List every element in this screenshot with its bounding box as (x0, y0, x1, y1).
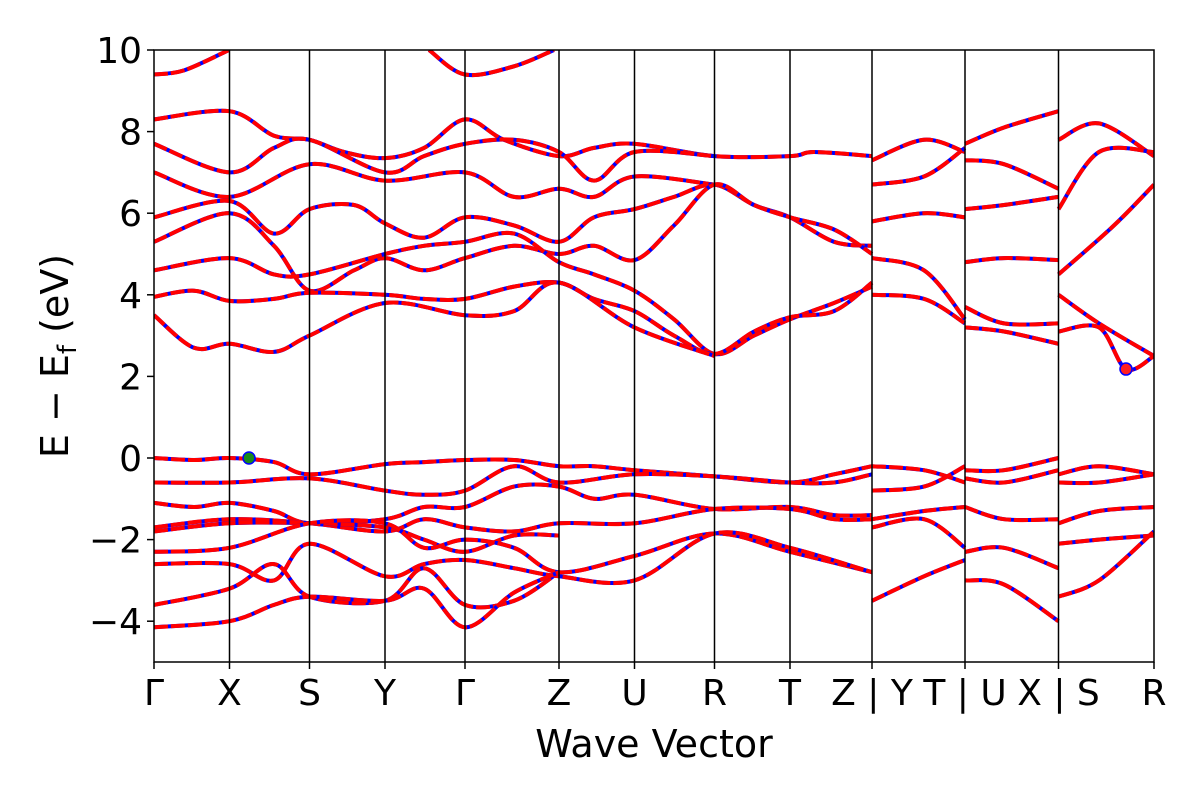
x-tick-label: Γ (144, 673, 164, 714)
band-line-red (964, 545, 1060, 571)
band-line-red (1058, 472, 1154, 486)
band-line-blue (154, 182, 873, 248)
band-line-red (154, 230, 873, 357)
band-line-red (1057, 121, 1154, 158)
band-line-red (871, 558, 966, 603)
x-tick-label: Y (373, 673, 397, 714)
band-line-red (154, 136, 715, 183)
x-tick-label: U (621, 673, 647, 714)
band-line-red (964, 578, 1060, 623)
y-tick-label: 4 (119, 276, 142, 317)
y-axis-label-subscript: f (53, 344, 83, 354)
band-line-red (964, 109, 1060, 146)
band-line-red (871, 137, 966, 163)
x-tick-label: Z | Y (831, 673, 914, 714)
band-line-red (1056, 145, 1154, 211)
x-tick-label: R (702, 673, 727, 714)
band-line-blue (154, 50, 230, 77)
band-line-red (964, 305, 1059, 327)
band-line-red (154, 464, 873, 497)
band-line-red (154, 279, 874, 356)
band-edge-markers (242, 362, 1133, 465)
band-line-red (871, 146, 967, 187)
band-line-red (154, 161, 715, 200)
band-line-blue (964, 109, 1060, 146)
y-axis-label: E − Ef (eV) (33, 254, 83, 458)
y-tick-label: −4 (89, 602, 142, 643)
high-symmetry-lines (228, 50, 1060, 662)
band-line-red (871, 505, 966, 522)
x-axis-label: Wave Vector (535, 722, 773, 766)
y-axis-label-main: E − E (33, 354, 77, 458)
band-line-red (871, 211, 966, 224)
y-tick-label: 6 (119, 194, 142, 235)
band-line-red (871, 464, 966, 485)
band-line-red (1057, 293, 1154, 358)
x-tick-label: S (298, 673, 321, 714)
band-line-blue (154, 518, 873, 575)
band-line-red (964, 256, 1059, 265)
x-tick-label: T | U (922, 673, 1006, 714)
band-line-red (1058, 533, 1154, 546)
y-tick-label: 10 (96, 31, 142, 72)
band-line-blue (154, 161, 715, 200)
band-line-red (154, 505, 873, 534)
band-line-red (1058, 323, 1154, 372)
y-axis-ticks: −4 −2 0 2 4 6 8 10 (89, 31, 154, 643)
plot-frame (153, 49, 1155, 663)
band-line-blue (964, 305, 1059, 327)
band-line-red (154, 280, 716, 358)
band-line-red (154, 108, 873, 161)
y-axis-label-unit: (eV) (33, 254, 77, 345)
x-tick-label: Γ (455, 673, 475, 714)
band-line-red (964, 325, 1059, 346)
band-line-red (871, 464, 966, 493)
band-line-red (964, 468, 1059, 485)
band-line-red (154, 570, 560, 630)
y-tick-label: 0 (119, 439, 142, 480)
y-tick-label: 8 (119, 113, 142, 154)
band-line-red (1057, 183, 1154, 276)
band-line-blue (154, 520, 560, 554)
band-line-red (1057, 505, 1154, 526)
band-line-red (154, 50, 230, 77)
x-tick-label: X (217, 673, 242, 714)
x-tick-label: R (1141, 673, 1166, 714)
y-tick-label: −2 (89, 521, 142, 562)
band-line-red (154, 518, 873, 575)
band-line-blue (871, 516, 967, 550)
band-line-red (964, 194, 1059, 212)
valence-band-maximum-marker (242, 451, 256, 465)
band-line-red (1057, 529, 1154, 599)
band-line-blue (154, 279, 874, 356)
x-tick-label: Z (547, 673, 572, 714)
band-line-red (1058, 464, 1154, 477)
band-line-blue (1058, 464, 1154, 477)
x-tick-label: T (778, 673, 802, 714)
band-line-blue (1057, 505, 1154, 526)
band-line-blue (154, 230, 873, 357)
conduction-band-minimum-marker (1119, 362, 1133, 376)
band-line-blue (154, 182, 874, 294)
band-line-red (871, 292, 967, 326)
band-line-red (427, 50, 555, 78)
band-line-red (871, 516, 967, 550)
band-line-red (964, 456, 1059, 474)
x-tick-label: X | S (1017, 673, 1100, 714)
band-line-red (964, 158, 1060, 191)
band-line-red (154, 182, 874, 294)
bands-layer (154, 50, 1154, 630)
band-line-red (154, 182, 873, 248)
y-tick-label: 2 (119, 357, 142, 398)
band-line-red (871, 256, 967, 321)
band-line-red (964, 505, 1059, 523)
band-line-blue (154, 108, 873, 161)
band-line-blue (964, 158, 1060, 191)
